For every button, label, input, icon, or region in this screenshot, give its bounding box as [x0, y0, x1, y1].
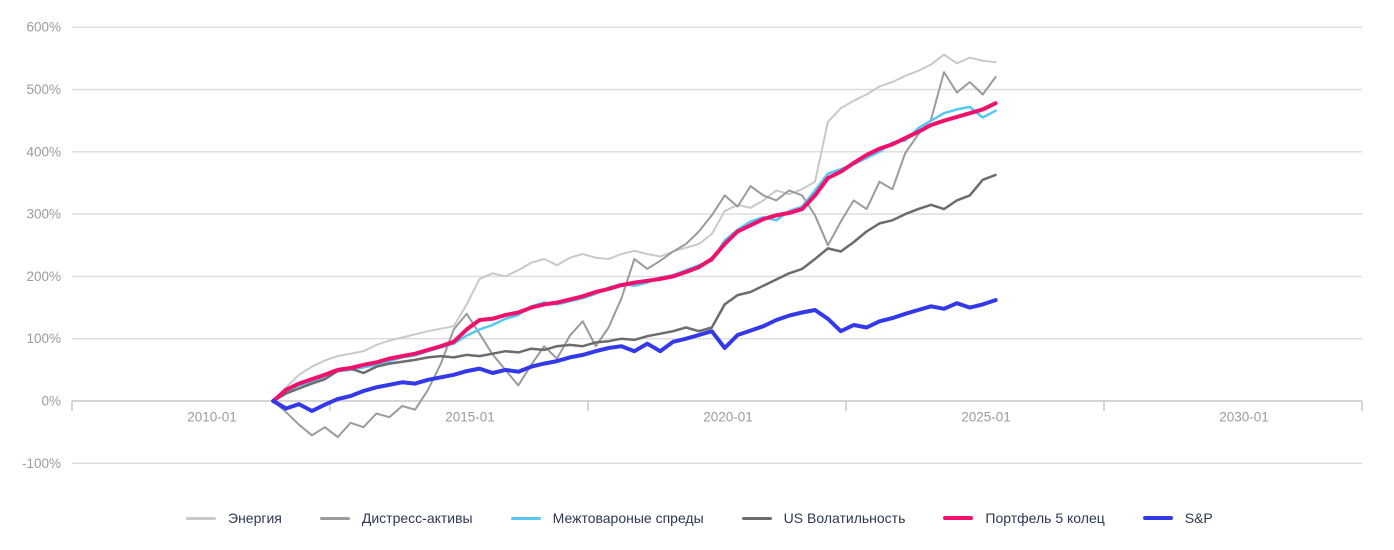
legend-item-energy[interactable]: Энергия — [186, 510, 282, 526]
series-line-energy — [272, 53, 997, 402]
chart-legend: Энергия Дистресс-активы Межтовароные спред… — [186, 503, 1213, 533]
legend-label-us-volatility: US Волатильность — [783, 510, 906, 526]
legend-label-distressed-assets: Дистресс-активы — [361, 510, 473, 526]
legend-swatch-sp — [1142, 516, 1173, 520]
y-axis-tick-label: 0% — [41, 394, 61, 409]
x-axis-tick-label: 2030-01 — [1219, 410, 1269, 425]
y-axis-tick-label: 300% — [26, 207, 61, 222]
series-line-commodity-spreads — [271, 105, 997, 403]
legend-swatch-distressed-assets — [319, 516, 350, 520]
x-axis-tick-label: 2025-01 — [961, 410, 1011, 425]
y-axis-tick-label: 400% — [26, 144, 61, 159]
series-line-portfolio-5-rings — [271, 101, 998, 403]
y-axis-tick-label: 500% — [26, 82, 61, 97]
y-axis-tick-label: 200% — [26, 269, 61, 284]
y-axis-tick-label: 100% — [26, 331, 61, 346]
legend-swatch-energy — [186, 516, 216, 520]
series-line-us-volatility — [271, 173, 997, 403]
legend-label-sp: S&P — [1184, 510, 1213, 526]
legend-item-portfolio-5-rings[interactable]: Портфель 5 колец — [943, 510, 1105, 526]
legend-swatch-portfolio-5-rings — [943, 516, 974, 520]
legend-item-sp[interactable]: S&P — [1142, 510, 1213, 526]
legend-label-commodity-spreads: Межтовароные спреды — [552, 510, 704, 526]
legend-swatch-commodity-spreads — [510, 516, 541, 520]
legend-item-distressed-assets[interactable]: Дистресс-активы — [319, 510, 473, 526]
series-line-sp — [271, 298, 998, 413]
legend-label-energy: Энергия — [228, 510, 282, 526]
legend-item-commodity-spreads[interactable]: Межтовароные спреды — [510, 510, 704, 526]
y-axis-tick-label: 600% — [26, 20, 61, 35]
x-axis-tick-label: 2015-01 — [445, 410, 495, 425]
legend-swatch-us-volatility — [741, 516, 772, 520]
series-line-distressed-assets — [272, 71, 997, 439]
legend-item-us-volatility[interactable]: US Волатильность — [741, 510, 906, 526]
x-axis-tick-label: 2020-01 — [703, 410, 753, 425]
x-axis-tick-label: 2010-01 — [187, 410, 237, 425]
y-axis-tick-label: -100% — [22, 456, 61, 471]
legend-label-portfolio-5-rings: Портфель 5 колец — [985, 510, 1105, 526]
